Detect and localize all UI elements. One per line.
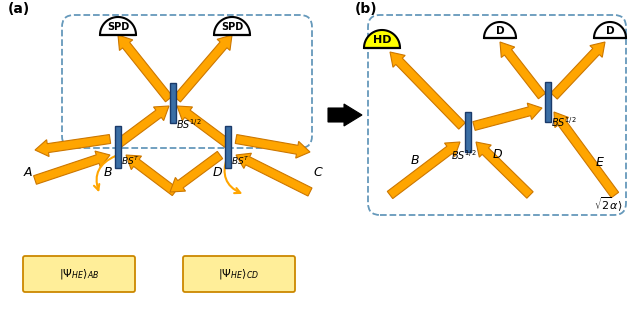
Bar	[170, 83, 176, 123]
FancyArrow shape	[387, 142, 460, 199]
Text: $BS^{1/2}$: $BS^{1/2}$	[451, 148, 477, 162]
Text: $\sqrt{2}\alpha\rangle$: $\sqrt{2}\alpha\rangle$	[594, 196, 622, 214]
FancyArrow shape	[554, 112, 618, 198]
FancyArrow shape	[236, 153, 312, 196]
Text: D: D	[606, 26, 614, 36]
FancyBboxPatch shape	[183, 256, 295, 292]
Polygon shape	[594, 22, 626, 38]
Text: $D$: $D$	[493, 148, 504, 162]
FancyArrow shape	[500, 42, 545, 99]
Polygon shape	[100, 17, 136, 35]
Text: $BS^{1/2}$: $BS^{1/2}$	[176, 117, 201, 131]
Bar	[465, 112, 471, 152]
Text: $BS^{1/2}$: $BS^{1/2}$	[551, 115, 577, 129]
FancyArrow shape	[177, 106, 231, 148]
Polygon shape	[214, 17, 250, 35]
FancyArrow shape	[476, 142, 533, 198]
Text: $B$: $B$	[103, 166, 113, 179]
FancyBboxPatch shape	[23, 256, 135, 292]
FancyArrow shape	[35, 135, 110, 157]
Text: $B$: $B$	[410, 153, 420, 166]
Text: $C$: $C$	[312, 166, 323, 179]
FancyArrow shape	[173, 35, 232, 102]
FancyArrow shape	[551, 42, 605, 99]
Text: SPD: SPD	[107, 22, 129, 32]
FancyArrow shape	[235, 135, 310, 158]
Text: $BS^T$: $BS^T$	[231, 155, 250, 167]
FancyArrow shape	[126, 155, 178, 196]
Text: D: D	[496, 26, 504, 36]
Text: HD: HD	[373, 35, 391, 45]
Text: $|\Psi_{HE}\rangle_{CD}$: $|\Psi_{HE}\rangle_{CD}$	[218, 267, 260, 281]
FancyArrow shape	[170, 151, 223, 192]
Text: (a): (a)	[8, 2, 30, 16]
Text: SPD: SPD	[221, 22, 243, 32]
Text: $BS^T$: $BS^T$	[121, 155, 140, 167]
FancyArrow shape	[328, 104, 362, 126]
Text: $A$: $A$	[23, 166, 33, 179]
Text: $E$: $E$	[595, 156, 605, 169]
FancyArrow shape	[473, 103, 542, 130]
Bar	[225, 126, 231, 168]
Text: (b): (b)	[355, 2, 378, 16]
Text: $|\Psi_{HE}\rangle_{AB}$: $|\Psi_{HE}\rangle_{AB}$	[59, 267, 99, 281]
FancyArrow shape	[34, 151, 110, 184]
FancyArrow shape	[118, 35, 173, 102]
FancyArrow shape	[390, 52, 465, 129]
FancyArrow shape	[116, 106, 169, 148]
Bar	[545, 82, 551, 122]
Polygon shape	[364, 30, 400, 48]
Bar	[115, 126, 121, 168]
Polygon shape	[484, 22, 516, 38]
Text: $D$: $D$	[213, 166, 224, 179]
